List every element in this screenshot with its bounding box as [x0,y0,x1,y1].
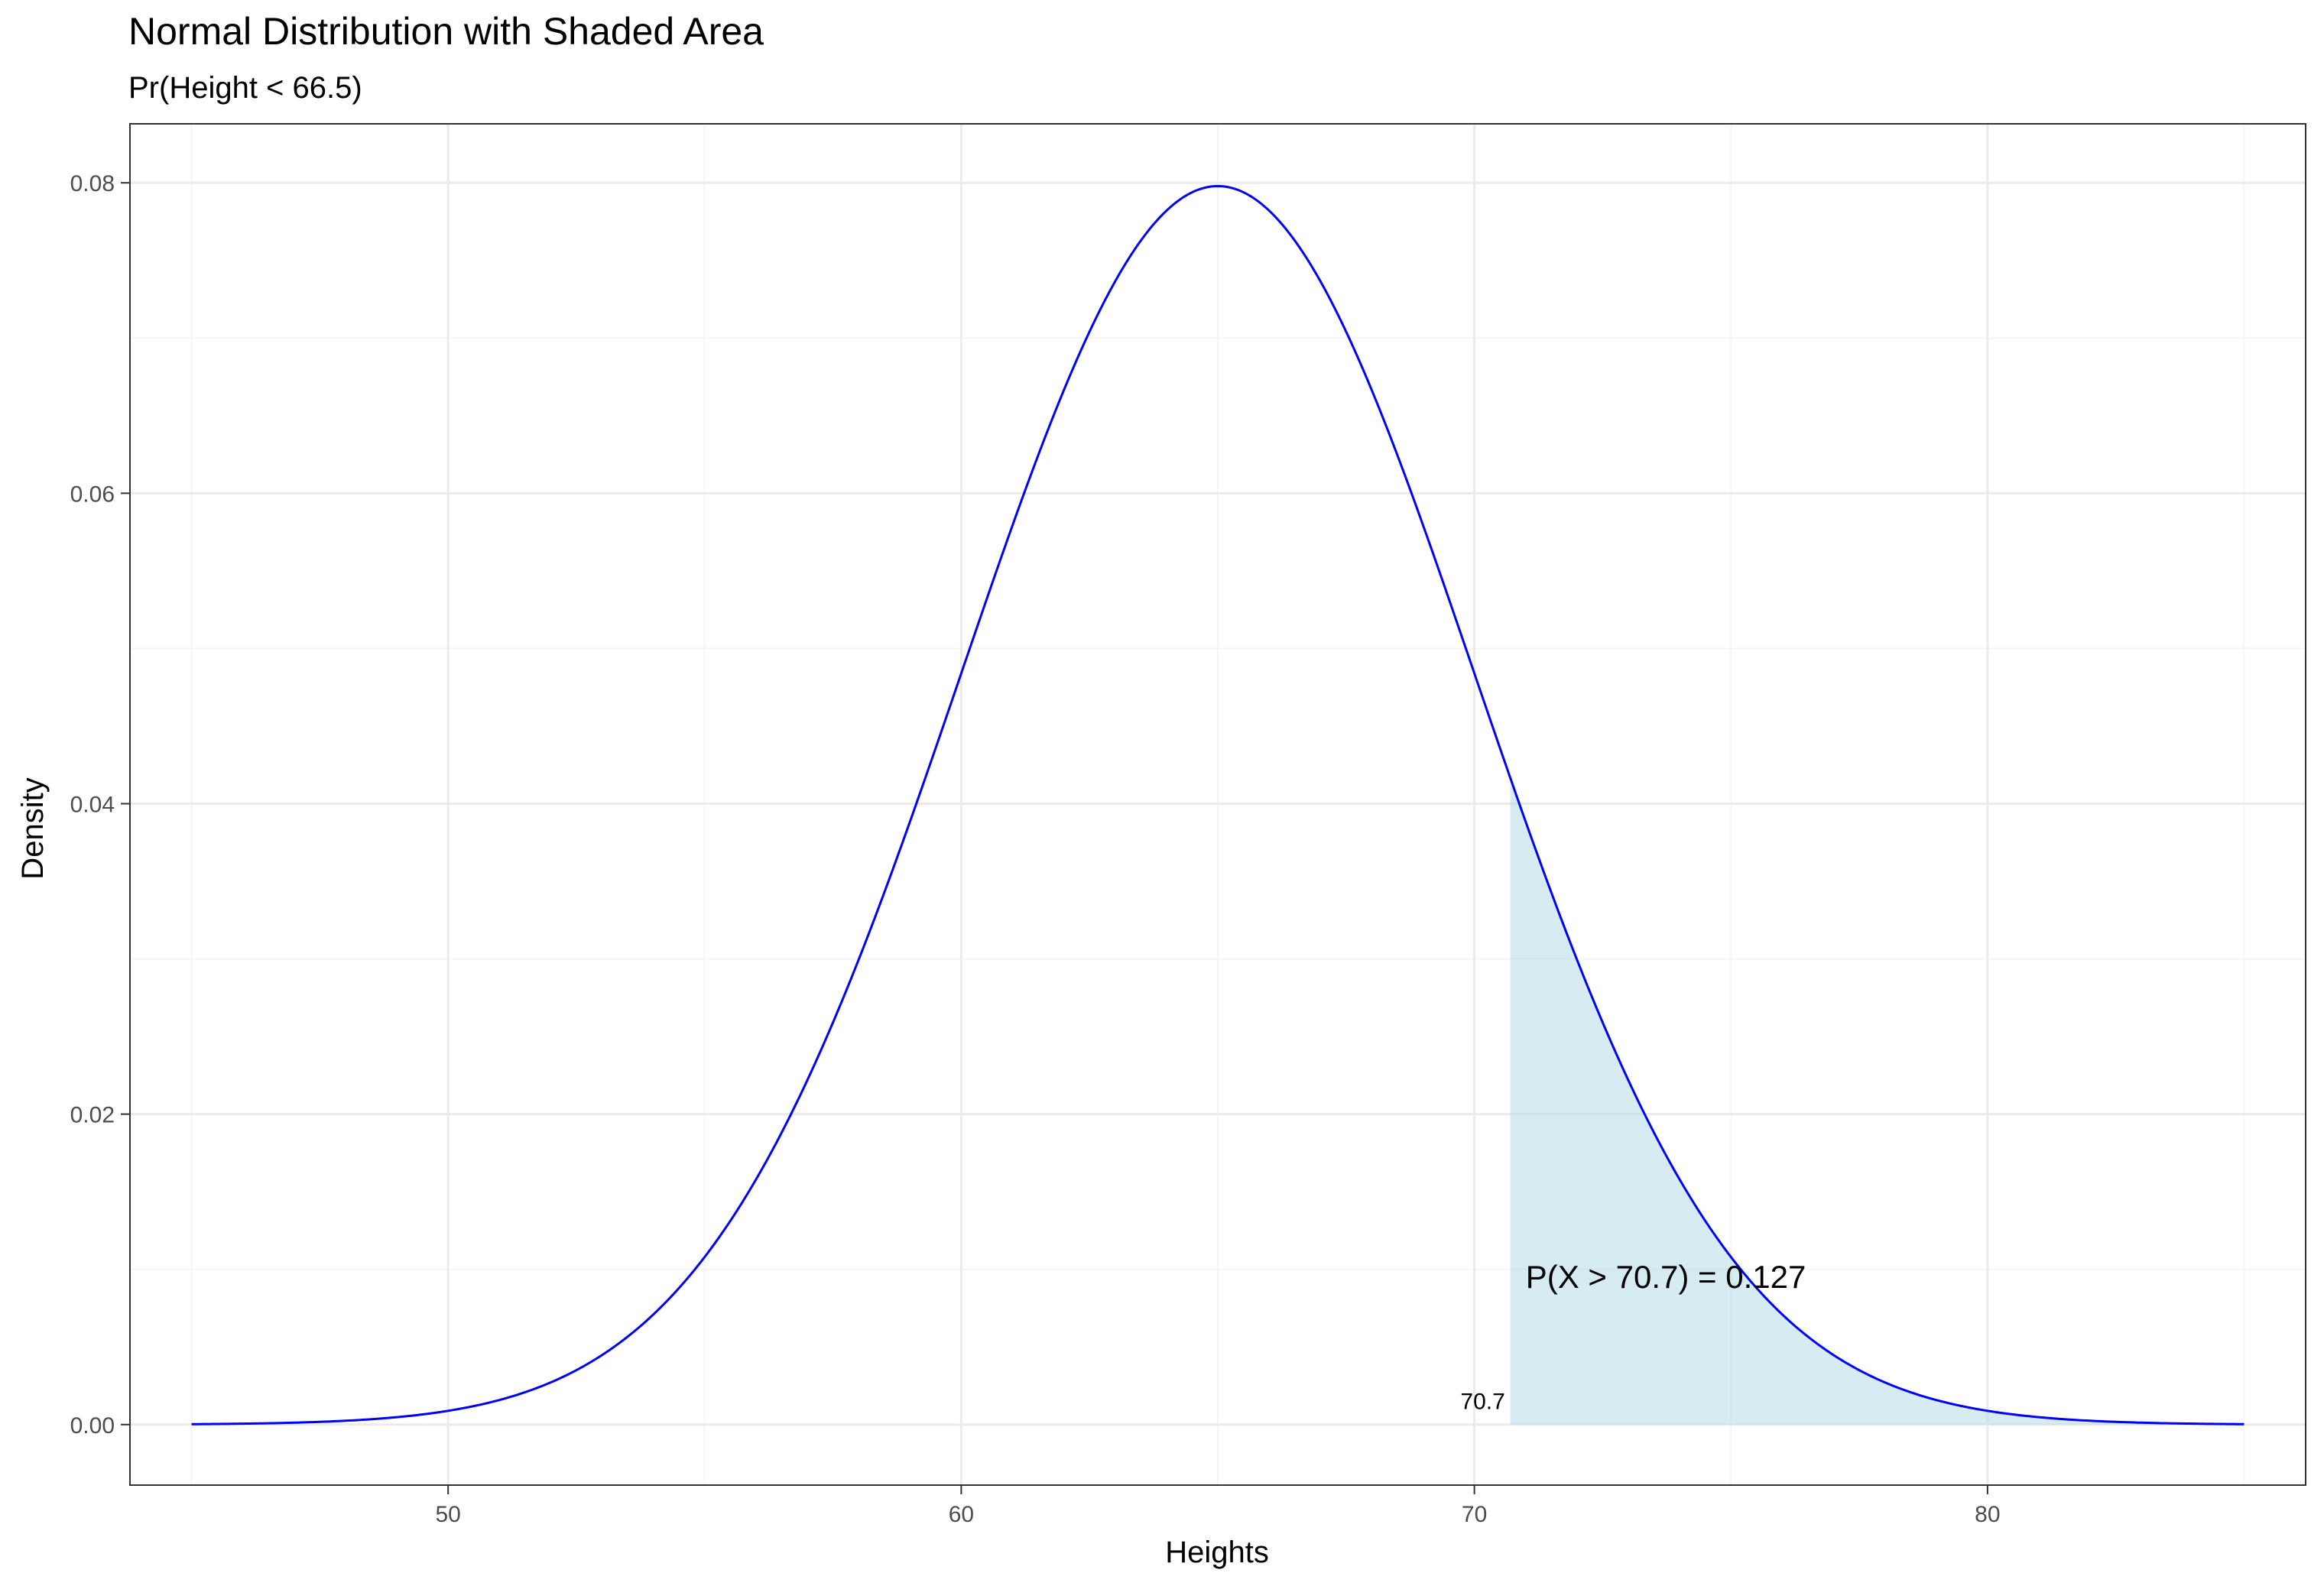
probability-label: P(X > 70.7) = 0.127 [1526,1259,1806,1295]
x-tick-label: 50 [435,1502,460,1527]
y-tick-label: 0.04 [70,792,115,817]
y-axis-title: Density [16,777,50,879]
shaded-area [1510,777,2244,1425]
x-axis-title: Heights [1165,1536,1269,1569]
chart-title: Normal Distribution with Shaded Area [128,10,764,53]
chart-subtitle: Pr(Height < 66.5) [128,71,362,105]
x-tick-label: 80 [1975,1502,2000,1527]
x-tick-label: 70 [1462,1502,1487,1527]
cutoff-label: 70.7 [1460,1389,1504,1414]
y-tick-label: 0.02 [70,1103,115,1128]
y-tick-label: 0.06 [70,482,115,507]
x-tick-label: 60 [949,1502,974,1527]
x-axis-ticks: 50 60 70 80 [435,1485,2001,1527]
y-tick-label: 0.00 [70,1413,115,1438]
density-curve [191,184,2244,1425]
panel-border [129,123,2306,1486]
y-axis-ticks: 0.00 0.02 0.04 0.06 0.08 [70,171,130,1438]
y-tick-label: 0.08 [70,171,115,196]
